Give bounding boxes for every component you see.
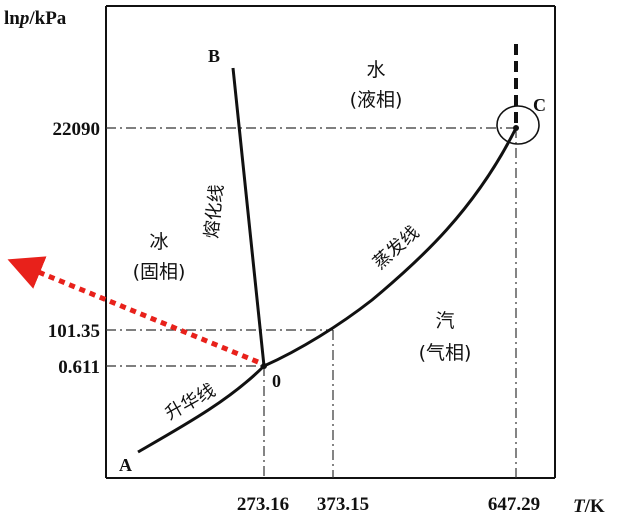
reference-lines	[106, 127, 517, 478]
point-label-c: C	[533, 95, 546, 115]
sublimation-curve-label: 升华线	[162, 380, 219, 425]
region-water-phase: (液相)	[350, 89, 403, 111]
sublimation-curve	[137, 364, 266, 454]
point-label-b: B	[208, 46, 220, 66]
x-tick-273-16: 273.16	[237, 494, 289, 515]
region-vapor-label: 汽	[435, 310, 454, 332]
x-tick-647-29: 647.29	[488, 494, 540, 515]
y-tick-101-35: 101.35	[48, 321, 100, 342]
x-tick-373-15: 373.15	[317, 494, 369, 515]
melting-curve-label: 熔化线	[201, 183, 228, 239]
point-label-a: A	[119, 455, 132, 475]
triple-point-dot	[261, 363, 267, 369]
region-ice-label: 冰	[149, 231, 168, 253]
point-label-o: 0	[272, 371, 281, 391]
region-vapor-phase: (气相)	[419, 342, 472, 364]
y-tick-0-611: 0.611	[58, 357, 100, 378]
critical-point-circle	[496, 105, 540, 145]
y-tick-22090: 22090	[53, 119, 101, 140]
y-axis-title: lnp/kPa	[4, 8, 67, 29]
evaporation-curve-label: 蒸发线	[369, 222, 423, 274]
evaporation-curve	[263, 127, 518, 368]
region-water-label: 水	[366, 59, 385, 81]
region-ice-phase: (固相)	[133, 261, 186, 283]
x-axis-title: T/K	[573, 496, 605, 517]
critical-point-dot	[513, 125, 519, 131]
melting-curve	[231, 67, 266, 367]
